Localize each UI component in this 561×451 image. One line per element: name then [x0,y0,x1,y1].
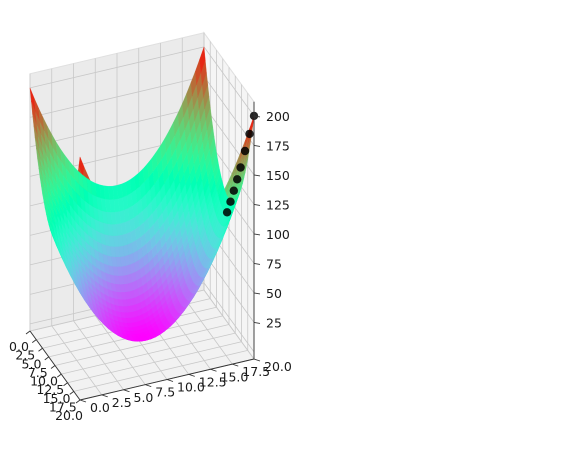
z-grid-left [29,76,205,118]
x-tick-mark [25,330,31,335]
z-tick-mark [253,144,261,147]
x-tick-label: 0.0 [9,339,29,354]
z-tick-label: 75 [266,256,282,271]
x-tick-label: 2.5 [15,348,35,363]
y-grid-floor [51,325,103,396]
y-grid-floor [203,289,255,360]
x-tick-label: 12.5 [36,382,64,397]
x-tick-label: 20.0 [55,408,83,423]
y-tick-label: 17.5 [242,364,270,379]
path-markers [222,111,259,217]
y-tick-label: 12.5 [199,374,227,389]
axis-lines [25,101,261,404]
y-tick-label: 7.5 [155,385,175,400]
z-grid-left [29,105,205,148]
z-tick-mark [253,233,261,236]
x-tick-label: 17.5 [49,399,77,414]
y-tick-label: 5.0 [134,390,154,405]
y-tick-mark [232,363,239,367]
path-point [222,208,232,217]
y-tick-label: 0.0 [90,400,110,415]
z-tick-label: 25 [266,315,282,330]
z-tick-label: 125 [266,197,290,212]
y-tick-mark [123,389,130,393]
surface-facet [199,46,206,73]
x-tick-mark [63,382,68,387]
x-tick-mark [44,356,50,361]
y-tick-mark [101,394,108,398]
path-point [226,197,235,206]
z-tick-label: 175 [266,138,290,153]
y-tick-mark [188,373,195,377]
x-tick-label: 10.0 [30,374,58,389]
z-tick-mark [253,203,261,206]
x-tick-label: 5.0 [22,356,42,371]
y-tick-mark [79,399,87,403]
path-point [240,146,250,156]
x-tick-label: 15.0 [43,391,71,406]
z-grid-back [203,253,255,323]
path-point [236,163,245,172]
y-grid-floor [181,294,233,365]
z-tick-mark [253,174,261,177]
z-tick-label: 200 [266,109,290,124]
y-tick-mark [210,368,217,372]
y-tick-label: 2.5 [112,395,132,410]
y-grid-floor [73,320,124,390]
x-tick-mark [31,339,37,343]
path-point [245,129,254,139]
x-tick-mark [38,347,43,352]
y-tick-mark [166,379,174,382]
tick-labels: 0.02.55.07.510.012.515.017.520.00.0 2.5 5.… [9,109,292,423]
y-tick-mark [145,384,152,388]
y-tick-mark [253,358,261,362]
x-tick-mark [69,391,75,395]
z-tick-mark [253,262,261,265]
x-tick-mark [56,373,62,378]
y-tick-label: 20.0 [264,359,292,374]
z-tick-mark [253,292,261,295]
z-grid-back [203,282,255,353]
y-grid-floor [94,315,146,385]
z-tick-mark [253,321,261,324]
z-grid-back [203,46,255,117]
z-tick-label: 150 [266,168,290,183]
y-tick-label: 15.0 [221,369,249,384]
y-tick-label: 10.0 [177,380,205,395]
path-point [229,186,238,195]
z-tick-label: 100 [266,227,290,242]
z-tick-mark [253,115,261,118]
path-point [233,175,242,184]
surface-mesh [29,46,255,342]
x-tick-label: 7.5 [28,365,48,380]
z-tick-label: 50 [266,286,282,301]
x-tick-mark [50,365,56,369]
x-tick-mark [75,399,81,404]
z-grid-left [29,46,205,89]
